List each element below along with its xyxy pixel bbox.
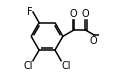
Text: O: O xyxy=(82,9,90,19)
Text: Cl: Cl xyxy=(61,61,71,71)
Text: Cl: Cl xyxy=(23,61,33,71)
Text: F: F xyxy=(27,7,32,17)
Text: O: O xyxy=(70,9,77,19)
Text: O: O xyxy=(90,36,98,46)
